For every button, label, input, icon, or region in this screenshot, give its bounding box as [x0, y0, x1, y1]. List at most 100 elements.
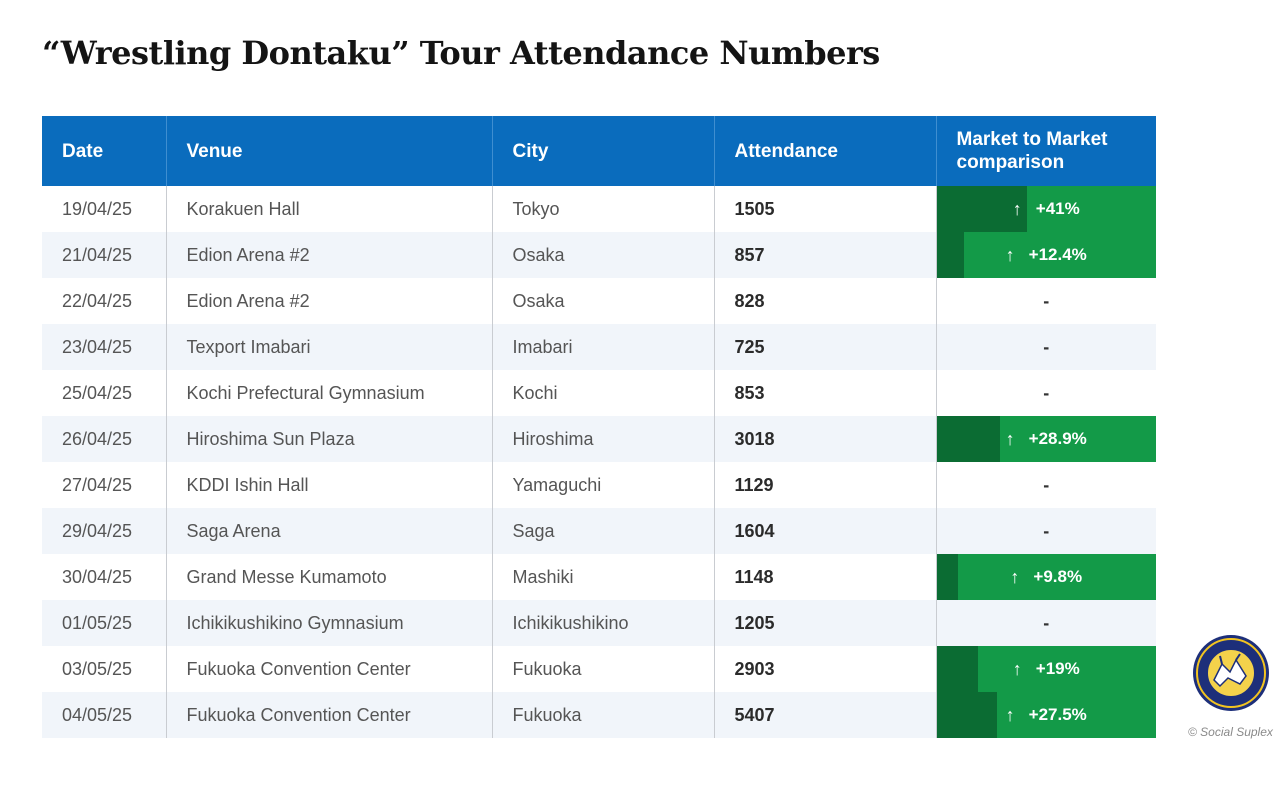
cell-attendance: 828 [713, 278, 936, 324]
column-header-comparison: Market to Market comparison [935, 116, 1156, 186]
cell-attendance: 1205 [713, 600, 936, 646]
comparison-bar [936, 232, 964, 278]
cell-comparison: ↑ +27.5% [935, 692, 1157, 738]
cell-comparison: - [935, 462, 1156, 508]
comparison-value: +19% [1035, 659, 1080, 678]
cell-attendance: 857 [713, 232, 936, 278]
cell-date: 27/04/25 [42, 462, 166, 508]
copyright-credit: © Social Suplex [1188, 725, 1273, 739]
cell-attendance: 5407 [713, 692, 936, 738]
cell-venue: Texport Imabari [165, 324, 492, 370]
arrow-up-icon: ↑ [1005, 244, 1015, 265]
cell-venue: Saga Arena [165, 508, 492, 554]
cell-attendance: 1148 [713, 554, 936, 600]
comparison-value: - [1043, 612, 1050, 633]
cell-city: Hiroshima [491, 416, 714, 462]
cell-comparison: ↑ +28.9% [935, 416, 1157, 462]
comparison-value: +9.8% [1033, 567, 1083, 586]
cell-venue: Edion Arena #2 [165, 278, 492, 324]
cell-city: Fukuoka [491, 646, 714, 692]
table-row: 03/05/25 Fukuoka Convention Center Fukuoka… [42, 646, 1156, 692]
table-row: 25/04/25 Kochi Prefectural Gymnasium Kochi… [42, 370, 1156, 416]
column-header-city: City [491, 116, 714, 186]
table-row: 26/04/25 Hiroshima Sun Plaza Hiroshima 3018… [42, 416, 1156, 462]
cell-date: 21/04/25 [42, 232, 166, 278]
comparison-value: +41% [1035, 199, 1080, 218]
column-header-venue: Venue [165, 116, 492, 186]
cell-city: Yamaguchi [491, 462, 714, 508]
cell-comparison: ↑ +9.8% [935, 554, 1157, 600]
cell-city: Saga [491, 508, 714, 554]
cell-venue: KDDI Ishin Hall [165, 462, 492, 508]
cell-attendance: 1604 [713, 508, 936, 554]
cell-attendance: 3018 [713, 416, 936, 462]
cell-attendance: 2903 [713, 646, 936, 692]
comparison-value: - [1043, 474, 1050, 495]
cell-comparison: ↑ +41% [935, 186, 1157, 232]
cell-comparison: - [935, 278, 1156, 324]
cell-city: Kochi [491, 370, 714, 416]
cell-city: Imabari [491, 324, 714, 370]
cell-comparison: - [935, 600, 1156, 646]
arrow-up-icon: ↑ [1005, 428, 1015, 449]
cell-date: 19/04/25 [42, 186, 166, 232]
column-header-attendance: Attendance [713, 116, 936, 186]
comparison-bar [936, 186, 1027, 232]
comparison-bar [936, 692, 997, 738]
cell-venue: Ichikikushikino Gymnasium [165, 600, 492, 646]
cell-city: Fukuoka [491, 692, 714, 738]
comparison-background [936, 232, 1156, 278]
arrow-up-icon: ↑ [1005, 704, 1015, 725]
arrow-up-icon: ↑ [1012, 658, 1022, 679]
cell-date: 23/04/25 [42, 324, 166, 370]
cell-comparison: ↑ +12.4% [935, 232, 1157, 278]
table-row: 04/05/25 Fukuoka Convention Center Fukuoka… [42, 692, 1156, 738]
table-header-row: Date Venue City Attendance Market to Mar… [42, 116, 1156, 186]
cell-date: 26/04/25 [42, 416, 166, 462]
cell-date: 03/05/25 [42, 646, 166, 692]
comparison-label: ↑ +12.4% [937, 232, 1157, 278]
cell-city: Osaka [491, 232, 714, 278]
attendance-table: Date Venue City Attendance Market to Mar… [42, 116, 1156, 738]
cell-date: 04/05/25 [42, 692, 166, 738]
comparison-value: - [1043, 336, 1050, 357]
comparison-bar [936, 646, 979, 692]
cell-comparison: ↑ +19% [935, 646, 1156, 692]
cell-comparison: - [935, 508, 1156, 554]
cell-attendance: 725 [713, 324, 936, 370]
cell-venue: Fukuoka Convention Center [165, 692, 492, 738]
cell-city: Mashiki [491, 554, 714, 600]
comparison-label: ↑ +27.5% [937, 692, 1157, 738]
social-suplex-logo-icon [1193, 635, 1269, 711]
cell-date: 30/04/25 [42, 554, 166, 600]
cell-date: 01/05/25 [42, 600, 166, 646]
cell-venue: Edion Arena #2 [165, 232, 492, 278]
cell-venue: Fukuoka Convention Center [165, 646, 492, 692]
cell-attendance: 1505 [713, 186, 936, 232]
cell-date: 22/04/25 [42, 278, 166, 324]
comparison-value: +28.9% [1028, 429, 1087, 448]
comparison-label: ↑ +41% [937, 186, 1157, 232]
cell-city: Ichikikushikino [491, 600, 714, 646]
cell-city: Tokyo [491, 186, 714, 232]
cell-date: 29/04/25 [42, 508, 166, 554]
table-row: 30/04/25 Grand Messe Kumamoto Mashiki 1148 ↑… [42, 554, 1156, 600]
column-header-date: Date [42, 116, 166, 186]
social-suplex-logo [1192, 634, 1270, 712]
table-row: 19/04/25 Korakuen Hall Tokyo 1505 ↑ +41% [42, 186, 1156, 232]
table-row: 29/04/25 Saga Arena Saga 1604 - [42, 508, 1156, 554]
comparison-value: - [1043, 290, 1050, 311]
comparison-label: ↑ +9.8% [937, 554, 1157, 600]
cell-comparison: - [935, 370, 1156, 416]
cell-date: 25/04/25 [42, 370, 166, 416]
comparison-background [936, 554, 1156, 600]
arrow-up-icon: ↑ [1012, 198, 1022, 219]
cell-venue: Kochi Prefectural Gymnasium [165, 370, 492, 416]
table-row: 23/04/25 Texport Imabari Imabari 725 - [42, 324, 1156, 370]
comparison-bar [936, 554, 958, 600]
cell-venue: Grand Messe Kumamoto [165, 554, 492, 600]
table-body: 19/04/25 Korakuen Hall Tokyo 1505 ↑ +41% 21/04… [42, 186, 1156, 738]
comparison-value: +27.5% [1028, 705, 1087, 724]
comparison-label: ↑ +28.9% [937, 416, 1157, 462]
comparison-bar [936, 416, 1000, 462]
